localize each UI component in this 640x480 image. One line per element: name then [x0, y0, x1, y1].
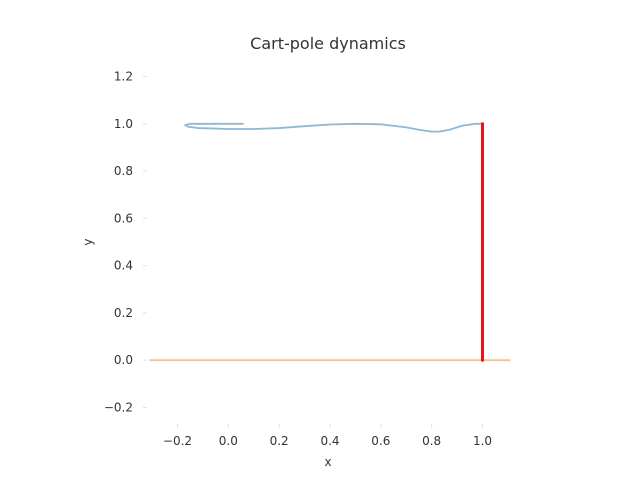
pole-joint — [480, 358, 485, 362]
y-axis-label: y — [81, 238, 95, 245]
series-layer — [149, 122, 511, 362]
y-tick-label: 0.8 — [114, 164, 133, 178]
x-tick-label: 0.6 — [371, 434, 390, 448]
x-tick-label: −0.2 — [163, 434, 192, 448]
y-tick-label: 0.2 — [114, 306, 133, 320]
y-tick-label: −0.2 — [104, 400, 133, 414]
y-tick-label: 0.4 — [114, 259, 133, 273]
x-tick-label: 0.4 — [320, 434, 339, 448]
trajectory-line — [184, 122, 483, 133]
y-tick-label: 0.6 — [114, 211, 133, 225]
x-tick-label: 0.8 — [422, 434, 441, 448]
x-tick-label: 1.0 — [473, 434, 492, 448]
chart-title: Cart-pole dynamics — [250, 34, 406, 53]
x-axis: −0.2 0.0 0.2 0.4 0.6 0.8 1.0 — [163, 424, 492, 448]
x-tick-label: 0.0 — [219, 434, 238, 448]
x-axis-label: x — [324, 455, 331, 469]
y-tick-label: 1.0 — [114, 117, 133, 131]
y-tick-label: 1.2 — [114, 70, 133, 84]
y-tick-label: 0.0 — [114, 353, 133, 367]
y-axis: −0.2 0.0 0.2 0.4 0.6 0.8 1.0 1.2 — [104, 70, 147, 414]
x-tick-label: 0.2 — [270, 434, 289, 448]
pole-joint — [480, 122, 485, 126]
